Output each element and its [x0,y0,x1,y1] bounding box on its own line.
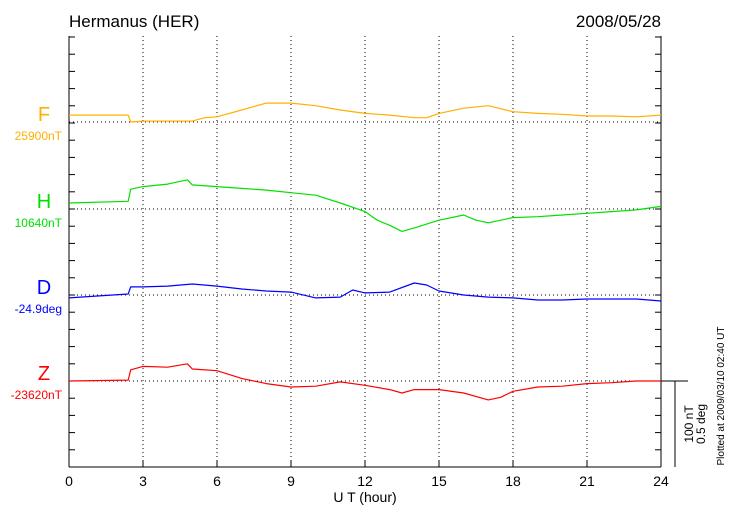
series-baseline-label-f: 25900nT [15,129,63,143]
grid [69,36,661,467]
x-tick-label: 18 [505,473,521,489]
series-name-f: F [38,104,50,126]
x-axis-label: U T (hour) [333,489,396,505]
series-name-h: H [37,191,51,213]
series-group [68,102,662,401]
series-line-f [69,102,662,123]
series-baseline-label-h: 10640nT [15,216,63,230]
scale-bar: 100 nT 0.5 deg [661,380,708,467]
chart-date: 2008/05/28 [576,12,661,31]
scale-bar-deg: 0.5 deg [694,404,708,444]
series-line-d [68,282,662,302]
plotted-at-note: Plotted at 2009/03/10 02:40 UT [716,327,727,466]
x-tick-label: 6 [213,473,221,489]
x-tick-label: 0 [65,473,73,489]
series-name-z: Z [38,363,50,385]
series-line-z [68,363,661,401]
series-baseline-label-d: -24.9deg [15,302,62,316]
x-tick-label: 21 [579,473,595,489]
x-tick-label: 9 [287,473,295,489]
x-tick-label: 15 [431,473,447,489]
series-line-h [68,179,662,232]
series-name-d: D [37,277,51,299]
x-tick-label: 12 [357,473,373,489]
x-tick-label: 24 [653,473,669,489]
series-labels: F 25900nT H 10640nT D -24.9deg Z -23620nT [11,104,63,402]
axes: 0 3 6 9 12 15 18 21 24 [65,36,669,489]
x-tick-label: 3 [139,473,147,489]
chart-title: Hermanus (HER) [69,12,199,31]
series-baseline-label-z: -23620nT [11,388,63,402]
scale-bar-nt: 100 nT [682,405,696,443]
